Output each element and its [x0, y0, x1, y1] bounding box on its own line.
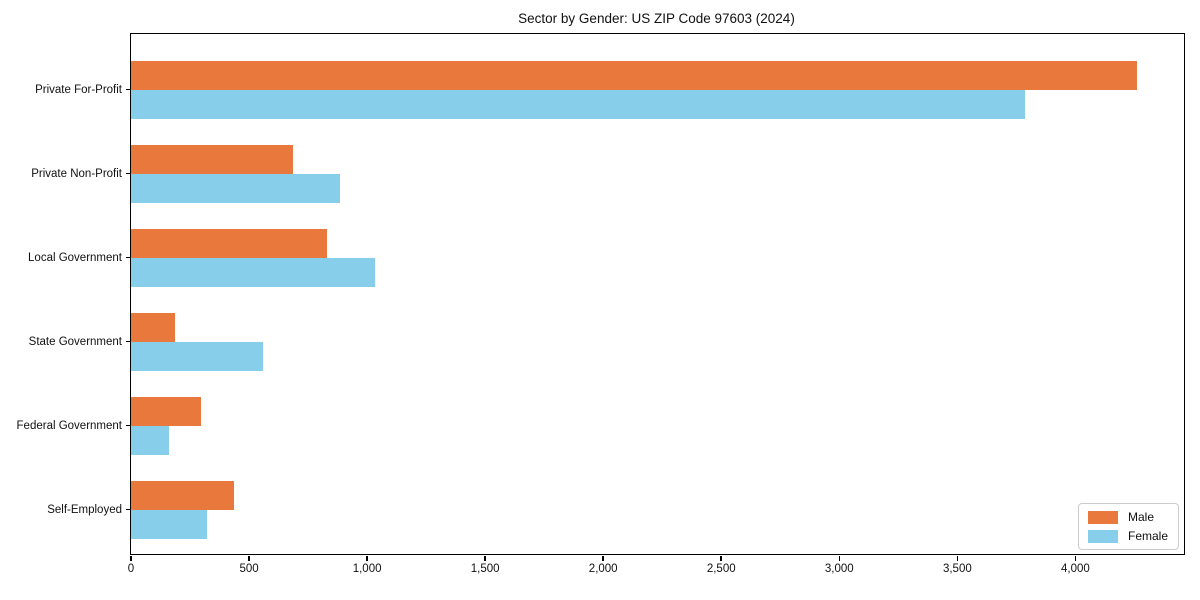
y-tick-mark: [126, 424, 131, 427]
x-tick-label: 1,500: [470, 563, 500, 575]
bar-female-local-government: [131, 257, 376, 287]
x-tick-mark: [366, 555, 368, 561]
bar-male-state-government: [131, 312, 175, 342]
bar-male-self-employed: [131, 480, 234, 510]
y-tick-mark: [126, 172, 131, 175]
legend-label-male: Male: [1127, 510, 1154, 524]
legend-label-female: Female: [1127, 529, 1168, 543]
x-tick-label: 2,000: [588, 563, 618, 575]
x-tick-label: 2,500: [706, 563, 736, 575]
x-tick-label: 0: [127, 563, 135, 575]
x-tick-mark: [602, 555, 604, 561]
x-tick-mark: [130, 555, 132, 561]
x-tick-label: 3,000: [824, 563, 854, 575]
y-axis-label-self-employed: Self-Employed: [47, 503, 122, 516]
y-tick-mark: [126, 256, 131, 259]
legend: Male Female: [1077, 503, 1179, 550]
x-tick-label: 1,000: [352, 563, 382, 575]
bar-female-state-government: [131, 341, 264, 371]
x-tick-mark: [720, 555, 722, 561]
x-tick-label: 4,000: [1061, 563, 1090, 575]
y-axis-label-federal-government: Federal Government: [16, 419, 122, 432]
y-axis-label-private-for-profit: Private For-Profit: [35, 83, 122, 96]
y-axis-label-private-non-profit: Private Non-Profit: [31, 167, 122, 180]
bar-female-private-non-profit: [131, 173, 340, 203]
x-tick-label: 500: [239, 563, 259, 575]
bar-male-local-government: [131, 228, 327, 258]
legend-item-female: Female: [1087, 529, 1168, 543]
x-tick-mark: [248, 555, 250, 561]
y-axis-label-state-government: State Government: [28, 335, 122, 348]
x-tick-mark: [484, 555, 486, 561]
x-tick-label: 3,500: [942, 563, 972, 575]
legend-swatch-female: [1087, 529, 1118, 543]
y-axis-label-local-government: Local Government: [28, 251, 122, 264]
legend-swatch-male: [1087, 510, 1118, 524]
y-tick-mark: [126, 88, 131, 91]
x-tick-mark: [956, 555, 959, 561]
x-tick-mark: [838, 555, 841, 561]
x-tick-mark: [1074, 555, 1077, 561]
bar-female-private-for-profit: [131, 89, 1025, 119]
bar-female-self-employed: [131, 509, 207, 539]
y-tick-mark: [126, 508, 131, 511]
bar-male-private-for-profit: [131, 60, 1137, 90]
bar-male-private-non-profit: [131, 144, 293, 174]
bar-male-federal-government: [131, 396, 201, 426]
legend-item-male: Male: [1087, 510, 1168, 524]
chart-title: Sector by Gender: US ZIP Code 97603 (202…: [518, 11, 795, 26]
plot-area: Male Female Private For-Profit Private Non…: [17, 33, 1185, 575]
y-tick-mark: [126, 340, 131, 343]
bar-female-federal-government: [131, 425, 169, 455]
